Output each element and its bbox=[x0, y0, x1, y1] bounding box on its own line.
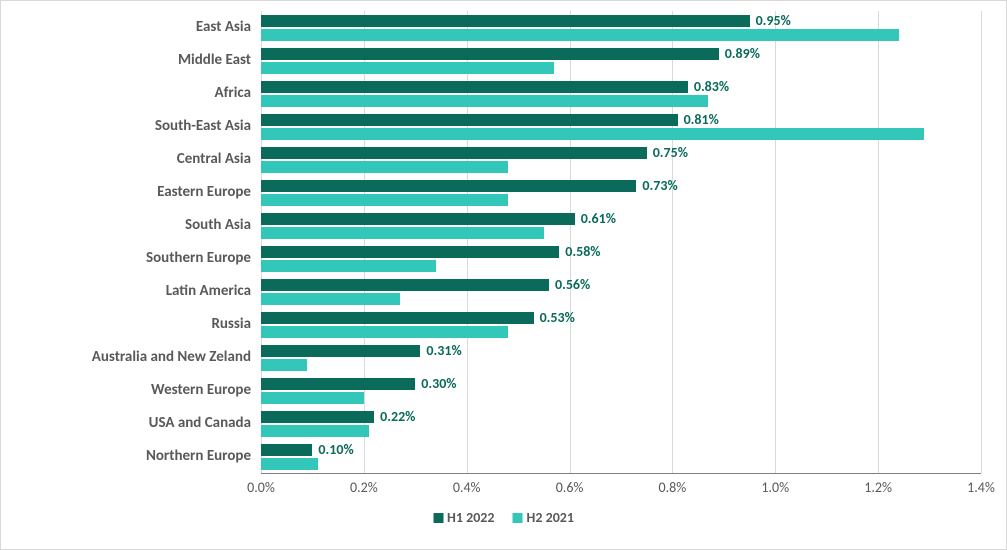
bar-series-0 bbox=[261, 114, 678, 126]
bar-series-0 bbox=[261, 81, 688, 93]
bar-series-0 bbox=[261, 246, 559, 258]
legend-swatch bbox=[433, 513, 443, 523]
bar-series-0 bbox=[261, 345, 420, 357]
x-tick-label: 0.6% bbox=[556, 479, 584, 496]
data-label: 0.22% bbox=[380, 408, 415, 425]
category-label: Northern Europe bbox=[1, 447, 251, 465]
bar-series-1 bbox=[261, 227, 544, 239]
data-label: 0.75% bbox=[653, 144, 688, 161]
x-tick-label: 0.8% bbox=[659, 479, 687, 496]
bar-series-0 bbox=[261, 180, 636, 192]
x-tick-label: 0.4% bbox=[453, 479, 481, 496]
bar-series-1 bbox=[261, 293, 400, 305]
category-label: USA and Canada bbox=[1, 414, 251, 432]
category-label: East Asia bbox=[1, 18, 251, 36]
category-label: Western Europe bbox=[1, 381, 251, 399]
data-label: 0.61% bbox=[581, 210, 616, 227]
bar-series-1 bbox=[261, 425, 369, 437]
bar-series-1 bbox=[261, 29, 899, 41]
data-label: 0.53% bbox=[540, 309, 575, 326]
bar-series-1 bbox=[261, 260, 436, 272]
category-label: Australia and New Zeland bbox=[1, 348, 251, 366]
bar-series-0 bbox=[261, 411, 374, 423]
data-label: 0.31% bbox=[426, 342, 461, 359]
bar-series-1 bbox=[261, 326, 508, 338]
category-label: Southern Europe bbox=[1, 249, 251, 267]
legend-item: H2 2021 bbox=[513, 509, 574, 526]
data-label: 0.89% bbox=[725, 45, 760, 62]
category-label: South Asia bbox=[1, 216, 251, 234]
bar-series-1 bbox=[261, 161, 508, 173]
bar-series-0 bbox=[261, 48, 719, 60]
category-label: Russia bbox=[1, 315, 251, 333]
bar-series-0 bbox=[261, 312, 534, 324]
data-label: 0.10% bbox=[318, 441, 353, 458]
gridline bbox=[981, 11, 982, 473]
bar-series-1 bbox=[261, 62, 554, 74]
bar-series-1 bbox=[261, 359, 307, 371]
bar-series-1 bbox=[261, 392, 364, 404]
x-axis-baseline bbox=[261, 473, 981, 474]
data-label: 0.58% bbox=[565, 243, 600, 260]
chart-frame: 0.95% 0.89% 0.83% 0.81% 0.75% 0.73% 0.61% 0.58%… bbox=[0, 0, 1007, 550]
x-tick-label: 0.0% bbox=[247, 479, 275, 496]
data-label: 0.83% bbox=[694, 78, 729, 95]
data-label: 0.73% bbox=[642, 177, 677, 194]
bar-series-0 bbox=[261, 147, 647, 159]
plot-area: 0.95% 0.89% 0.83% 0.81% 0.75% 0.73% 0.61% 0.58%… bbox=[261, 11, 981, 473]
data-label: 0.30% bbox=[421, 375, 456, 392]
bar-series-0 bbox=[261, 213, 575, 225]
category-label: South-East Asia bbox=[1, 117, 251, 135]
bar-series-1 bbox=[261, 194, 508, 206]
bar-series-1 bbox=[261, 95, 708, 107]
category-label: Central Asia bbox=[1, 150, 251, 168]
x-tick-label: 1.0% bbox=[761, 479, 789, 496]
gridline bbox=[775, 11, 776, 473]
category-label: Middle East bbox=[1, 51, 251, 69]
bar-series-0 bbox=[261, 15, 750, 27]
bar-series-0 bbox=[261, 378, 415, 390]
legend-label: H2 2021 bbox=[527, 509, 574, 526]
category-label: Eastern Europe bbox=[1, 183, 251, 201]
data-label: 0.95% bbox=[756, 12, 791, 29]
bar-series-1 bbox=[261, 128, 924, 140]
legend-label: H1 2022 bbox=[447, 509, 494, 526]
bar-series-1 bbox=[261, 458, 318, 470]
category-label: Latin America bbox=[1, 282, 251, 300]
bar-series-0 bbox=[261, 444, 312, 456]
data-label: 0.56% bbox=[555, 276, 590, 293]
legend: H1 2022 H2 2021 bbox=[433, 509, 574, 526]
legend-swatch bbox=[513, 513, 523, 523]
x-tick-label: 1.4% bbox=[967, 479, 995, 496]
x-tick-label: 1.2% bbox=[864, 479, 892, 496]
bar-series-0 bbox=[261, 279, 549, 291]
gridline bbox=[878, 11, 879, 473]
data-label: 0.81% bbox=[684, 111, 719, 128]
legend-item: H1 2022 bbox=[433, 509, 494, 526]
category-label: Africa bbox=[1, 84, 251, 102]
x-tick-label: 0.2% bbox=[350, 479, 378, 496]
